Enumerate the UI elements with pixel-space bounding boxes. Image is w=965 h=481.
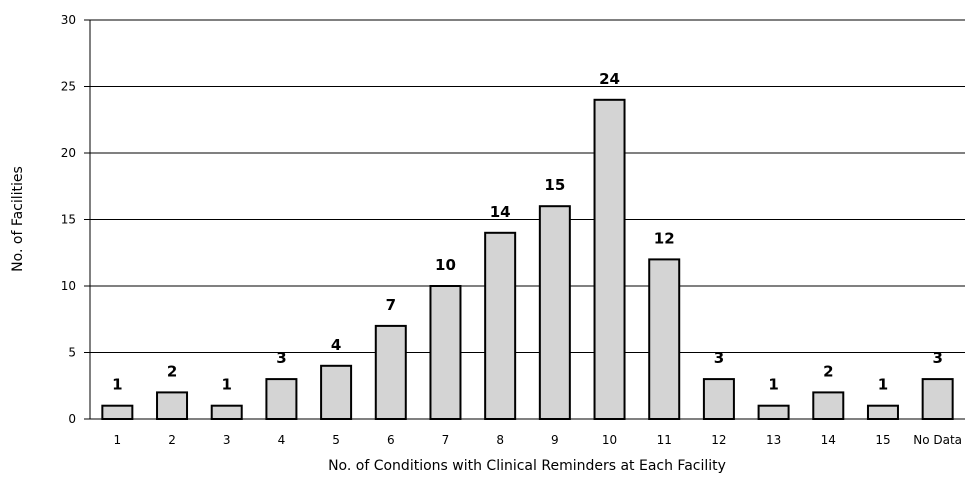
data-label: 15 [544, 176, 565, 194]
data-label: 7 [386, 296, 396, 314]
y-tick-label: 5 [68, 346, 76, 360]
bar-6 [374, 324, 407, 420]
y-tick-label: 25 [61, 80, 76, 94]
bar-10 [593, 98, 626, 421]
data-label: 2 [167, 362, 177, 380]
x-tick-label: 15 [875, 433, 890, 447]
y-tick-label: 15 [61, 213, 76, 227]
x-tick-label: 4 [278, 433, 286, 447]
data-label: 1 [112, 376, 122, 394]
y-tick-label: 0 [68, 412, 76, 426]
bar-11 [648, 258, 681, 420]
bar-13 [757, 404, 790, 421]
data-label: 2 [823, 362, 833, 380]
data-label: 12 [654, 229, 675, 247]
bar-14 [812, 391, 845, 420]
data-label: 3 [276, 349, 286, 367]
x-tick-label: 14 [821, 433, 836, 447]
gridlines [84, 19, 965, 420]
bar-2 [156, 391, 189, 420]
bars [101, 98, 954, 421]
bar-12 [702, 378, 735, 421]
bar-3 [210, 404, 243, 421]
x-tick-label: 5 [332, 433, 340, 447]
bar-4 [265, 378, 298, 421]
x-tick-label: 10 [602, 433, 617, 447]
y-axis-title: No. of Facilities [10, 166, 26, 272]
data-label: 4 [331, 336, 341, 354]
data-label: 1 [768, 376, 778, 394]
data-label: 1 [222, 376, 232, 394]
x-tick-label: 9 [551, 433, 559, 447]
x-tick-labels: 1 2 3 4 5 6 7 8 9 10 11 12 13 14 15 No Data [114, 433, 963, 447]
bar-9 [538, 205, 571, 420]
bar-8 [484, 231, 517, 420]
bar-1 [101, 404, 134, 421]
data-label: 3 [932, 349, 942, 367]
x-tick-label: 7 [442, 433, 450, 447]
x-tick-label: 8 [496, 433, 504, 447]
x-tick-label: 13 [766, 433, 781, 447]
bar-no-data [921, 378, 954, 421]
x-tick-label: 1 [114, 433, 122, 447]
x-axis-title: No. of Conditions with Clinical Reminder… [328, 458, 726, 474]
bar-5 [320, 364, 353, 420]
y-tick-label: 20 [61, 146, 76, 160]
bar-7 [429, 285, 462, 420]
data-label: 1 [878, 376, 888, 394]
x-tick-label: 3 [223, 433, 231, 447]
x-tick-label: 2 [168, 433, 176, 447]
data-label: 10 [435, 256, 456, 274]
y-tick-label: 30 [61, 13, 76, 27]
x-tick-label: No Data [913, 433, 962, 447]
data-label: 24 [599, 70, 620, 88]
x-tick-label: 11 [657, 433, 672, 447]
data-label: 14 [490, 203, 511, 221]
x-tick-label: 12 [711, 433, 726, 447]
data-label: 3 [714, 349, 724, 367]
y-tick-labels: 0 5 10 15 20 25 30 [61, 13, 76, 426]
y-tick-label: 10 [61, 279, 76, 293]
bar-15 [866, 404, 899, 421]
x-tick-label: 6 [387, 433, 395, 447]
